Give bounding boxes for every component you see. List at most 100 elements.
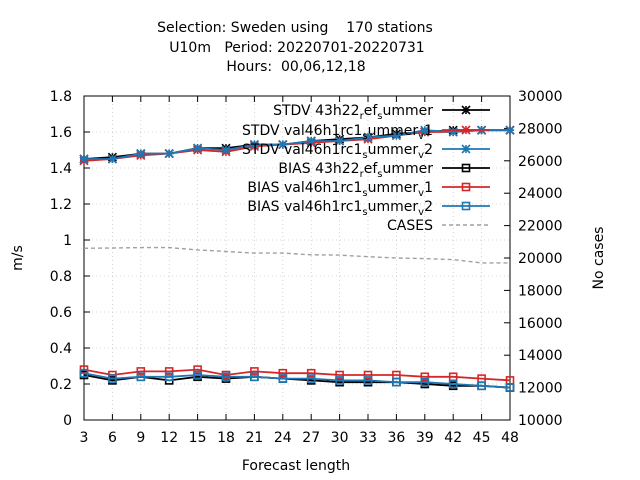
data-point xyxy=(363,132,373,142)
data-point xyxy=(461,182,471,192)
data-point xyxy=(505,383,515,392)
legend-label: BIAS val46h1rc1summerv1 xyxy=(247,180,433,199)
series-line xyxy=(83,368,511,382)
data-point xyxy=(461,163,471,173)
series-layer xyxy=(79,125,515,392)
y2-tick-label: 28000 xyxy=(518,121,563,137)
data-point xyxy=(306,368,316,378)
legend-label: CASES xyxy=(387,218,433,234)
y2-tick-label: 26000 xyxy=(518,154,563,170)
data-point xyxy=(448,379,458,389)
title-line-1: Selection: Sweden using 170 stations xyxy=(157,20,433,36)
data-point xyxy=(335,376,344,385)
chart-title: Selection: Sweden using 170 stations U10… xyxy=(157,20,433,75)
legend-label: STDV val46h1rc1summerv2 xyxy=(242,142,433,161)
data-point xyxy=(363,376,373,385)
y-tick-label: 1.8 xyxy=(50,89,72,105)
data-point xyxy=(335,136,345,146)
data-point xyxy=(363,370,373,380)
y2-tick-label: 22000 xyxy=(518,219,563,235)
x-tick-label: 21 xyxy=(245,430,263,446)
y2-tick-label: 12000 xyxy=(518,381,563,397)
data-point xyxy=(461,105,471,115)
x-tick-label: 33 xyxy=(359,430,377,446)
data-point xyxy=(250,372,259,382)
title-line-2: U10m Period: 20220701-20220731 xyxy=(169,40,424,56)
data-point xyxy=(335,370,344,380)
title-line-3: Hours: 00,06,12,18 xyxy=(226,59,365,75)
x-tick-label: 24 xyxy=(274,430,292,446)
data-point xyxy=(420,372,430,382)
x-tick-label: 12 xyxy=(160,430,178,446)
series-5 xyxy=(79,368,515,392)
x-tick-label: 30 xyxy=(331,430,349,446)
y2-axis-label: No cases xyxy=(591,227,607,290)
data-point xyxy=(193,370,202,380)
x-tick-label: 15 xyxy=(189,430,207,446)
data-point xyxy=(193,143,203,153)
grid xyxy=(84,96,510,420)
y2-tick-label: 30000 xyxy=(518,89,563,105)
data-point xyxy=(193,365,202,374)
y2-tick-label: 20000 xyxy=(518,251,563,267)
data-point xyxy=(250,367,259,376)
data-point xyxy=(136,372,146,382)
y-tick-label: 1.2 xyxy=(50,197,72,213)
y-tick-label: 1.4 xyxy=(50,161,72,177)
data-point xyxy=(164,149,174,159)
y-tick-label: 0.8 xyxy=(50,269,72,285)
legend-label: STDV 43h22refsummer xyxy=(273,103,433,122)
y2-tick-label: 18000 xyxy=(518,283,563,299)
data-point xyxy=(477,381,486,391)
legend-label: BIAS val46h1rc1summerv2 xyxy=(247,199,433,218)
data-point xyxy=(79,154,89,164)
y-tick-label: 1.6 xyxy=(50,125,72,141)
y-axis-label: m/s xyxy=(10,245,26,271)
data-point xyxy=(392,377,401,387)
data-point xyxy=(391,131,401,141)
axis-ticks: 3 6 9 12 15 18 21 24 27 30 33 36 39 42 45 4800.20.40.60… xyxy=(50,89,563,446)
y-tick-label: 1 xyxy=(63,233,72,249)
legend-label: BIAS 43h22refsummer xyxy=(278,161,433,180)
data-point xyxy=(221,372,231,382)
series-4 xyxy=(79,365,515,385)
data-point xyxy=(249,140,259,150)
data-point xyxy=(136,367,146,376)
y2-tick-label: 14000 xyxy=(518,348,563,364)
data-point xyxy=(461,201,471,211)
data-point xyxy=(278,368,288,378)
x-tick-label: 39 xyxy=(416,430,434,446)
data-point xyxy=(164,367,174,376)
data-point xyxy=(278,374,288,383)
x-tick-label: 45 xyxy=(473,430,491,446)
data-point xyxy=(461,125,471,135)
series-3 xyxy=(79,370,515,392)
data-point xyxy=(136,149,146,159)
x-tick-label: 6 xyxy=(108,430,117,446)
data-point xyxy=(164,372,174,382)
series-line xyxy=(83,246,510,264)
data-point xyxy=(278,140,288,150)
series-line xyxy=(83,372,511,389)
legend-label: STDV val46h1rc1summerv1 xyxy=(242,123,433,142)
y2-tick-label: 24000 xyxy=(518,186,563,202)
x-tick-label: 3 xyxy=(80,430,89,446)
x-tick-label: 18 xyxy=(217,430,235,446)
data-point xyxy=(505,125,515,135)
x-tick-label: 27 xyxy=(302,430,320,446)
y2-tick-label: 16000 xyxy=(518,316,563,332)
data-point xyxy=(420,377,430,387)
x-tick-label: 9 xyxy=(136,430,145,446)
data-point xyxy=(306,374,316,383)
x-tick-label: 36 xyxy=(387,430,405,446)
data-point xyxy=(420,125,430,135)
x-tick-label: 48 xyxy=(501,430,519,446)
y-tick-label: 0.2 xyxy=(50,377,72,393)
series-2 xyxy=(79,125,515,164)
data-point xyxy=(107,154,117,164)
y-tick-label: 0.6 xyxy=(50,305,72,321)
series-line xyxy=(84,129,510,160)
y-tick-label: 0 xyxy=(63,413,72,429)
